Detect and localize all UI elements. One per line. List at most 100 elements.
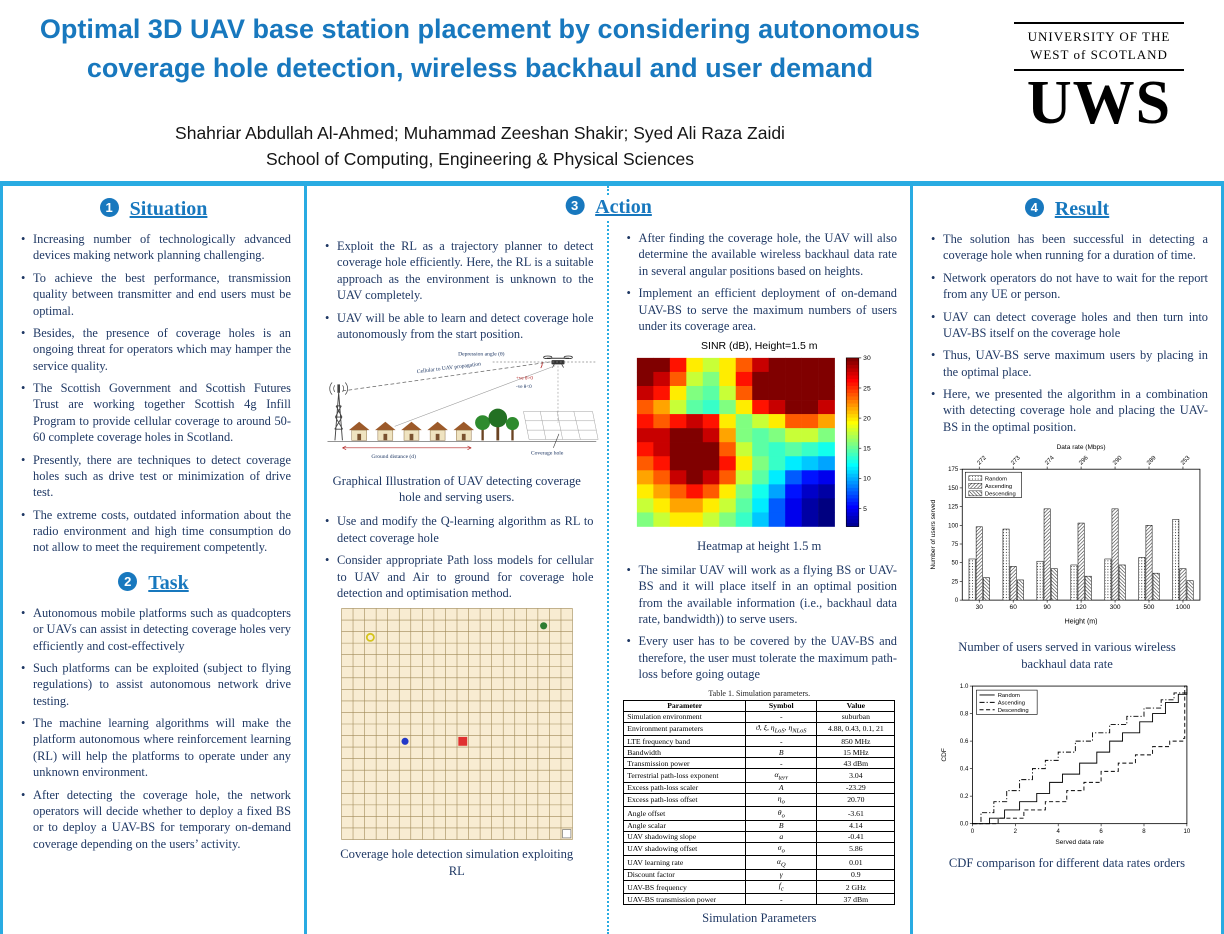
polygon (523, 411, 599, 440)
rect (846, 505, 860, 510)
rect (818, 498, 836, 514)
text: 6 (1099, 829, 1103, 835)
bullet-item: Consider appropriate Path loss models fo… (325, 552, 593, 601)
rect (846, 445, 860, 450)
bullet-item: UAV can detect coverage holes and then t… (931, 309, 1208, 342)
poster-title-line1: Optimal 3D UAV base station placement by… (39, 14, 921, 44)
g (375, 421, 396, 441)
bar-ascending (1145, 525, 1153, 601)
table-cell: 37 dBm (816, 893, 896, 906)
bullet-item: The extreme costs, outdated information … (21, 507, 291, 556)
bullet-item: The Scottish Government and Scottish Fut… (21, 380, 291, 446)
table-row: UAV-BS transmission power -37 dBm (623, 893, 896, 906)
bar-ascending (1009, 566, 1017, 601)
text: 150 (948, 486, 959, 492)
rect (670, 470, 687, 485)
rect (481, 428, 484, 441)
grid-marker (365, 633, 375, 643)
rect (785, 470, 803, 485)
table-row: Terrestrial path-loss exponent αterr 3.04 (623, 768, 896, 783)
grid-marker (401, 738, 409, 746)
rect (686, 386, 704, 401)
table-cell: -0.41 (816, 830, 896, 843)
coverage-hole-pointer (553, 434, 560, 449)
rect (719, 456, 737, 471)
table-cell: A (745, 781, 818, 794)
rect (768, 358, 786, 373)
rect (785, 414, 803, 429)
bar-descending (1050, 568, 1058, 601)
rect (818, 414, 836, 429)
rect (735, 428, 753, 443)
table-row: Angle scalar B 4.14 (623, 819, 896, 832)
rect (846, 357, 860, 528)
bar-chart-svg: 0 25 50 75 100 125 150 175 30 272 60 273 90 274 120 296… (930, 444, 1201, 625)
text: 300 (1110, 604, 1121, 611)
rect (785, 442, 803, 457)
table-cell: - (745, 735, 818, 748)
rect (653, 498, 671, 514)
table-cell: 4.14 (816, 819, 896, 832)
rect (653, 470, 671, 485)
rect (768, 442, 786, 457)
rect (801, 484, 819, 499)
heatmap-svg: 5 10 15 20 25 30 (637, 355, 871, 528)
sub: c (780, 885, 784, 893)
table-row: UAV learning rate αQ 0.01 (623, 855, 896, 870)
rect (846, 481, 860, 485)
text: Ascending (998, 701, 1025, 707)
rect (719, 428, 737, 443)
rect (801, 442, 819, 457)
rect (637, 372, 654, 387)
bar-random (1172, 519, 1180, 601)
result-header: 4 Result (926, 198, 1208, 221)
sub: terr (778, 774, 789, 782)
rect (686, 414, 704, 429)
situation-title: Situation (129, 198, 208, 220)
bullet-item: Such platforms can be exploited (subject… (21, 660, 291, 709)
bullet-item: UAV will be able to learn and detect cov… (325, 310, 593, 343)
rect (846, 393, 860, 398)
text: Descending (998, 708, 1029, 714)
uws-logo-acronym: UWS (1026, 69, 1172, 138)
rect (735, 512, 753, 528)
rect (818, 400, 836, 415)
rect (846, 516, 860, 521)
rect (801, 428, 819, 443)
action-title: Action (595, 196, 652, 218)
rect (785, 372, 803, 387)
rect (846, 467, 860, 471)
grid-lines (340, 608, 573, 841)
text: 30 (863, 355, 871, 362)
table-row: Discount factor γ 0.9 (623, 868, 896, 881)
rect (703, 414, 720, 429)
bar-chart-caption: Number of users served in various wirele… (958, 640, 1176, 671)
rect (719, 400, 737, 415)
rect (768, 386, 786, 401)
positive-theta-label: +ve θ>0 (516, 376, 533, 382)
rl-simulation-figure (320, 607, 594, 841)
rect (801, 512, 819, 528)
header-divider-bar (0, 181, 1224, 186)
rect (719, 442, 737, 457)
table-cell: Excess path-loss scaler (623, 781, 747, 794)
bar-descending (1016, 579, 1024, 601)
table-cell: Angle offset (623, 806, 747, 821)
circle (475, 415, 491, 431)
text: 272 (976, 455, 988, 467)
rect (461, 434, 466, 441)
rect (653, 400, 671, 415)
rect (846, 460, 860, 464)
text: 0.4 (960, 767, 969, 773)
table-cell: Terrestrial path-loss exponent (623, 768, 747, 783)
table-cell: -23.29 (816, 781, 896, 794)
rect (846, 414, 860, 419)
table-row: Excess path-loss scaler A -23.29 (623, 781, 896, 794)
bar-legend: Random Ascending Descending (964, 472, 1022, 498)
table-cell: γ (745, 868, 818, 881)
rect (818, 442, 836, 457)
rect (976, 690, 1038, 715)
text: 0.6 (960, 739, 969, 745)
table-cell: UAV-BS transmission power (623, 893, 747, 906)
uav-illustration-figure: Cellular to UAV propagation Depression a… (320, 348, 599, 467)
